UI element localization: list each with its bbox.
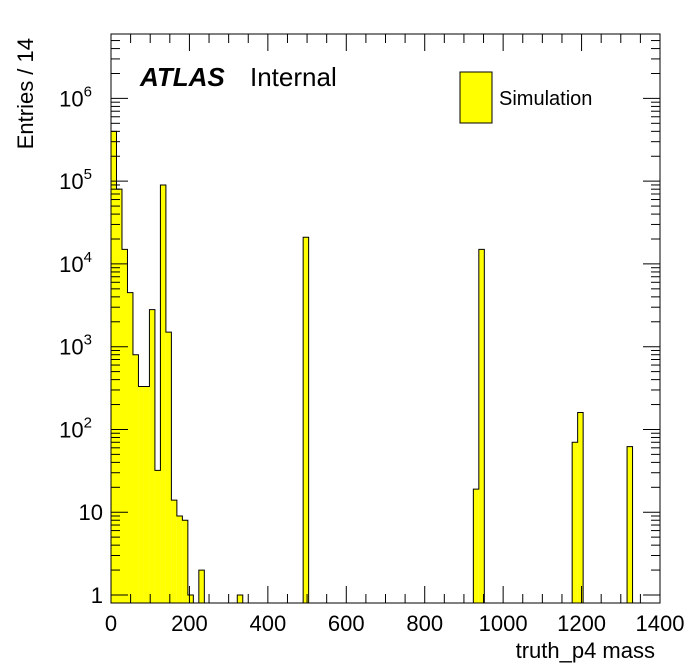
y-tick-labels: 1 10 102 103 104 105 106 (59, 83, 103, 608)
plot-frame (110, 33, 661, 604)
atlas-label: ATLAS (139, 62, 225, 92)
y-tick-label: 105 (59, 166, 92, 194)
histogram-bar (171, 500, 177, 603)
y-tick-label: 1 (91, 583, 103, 608)
y-tick-label: 10 (79, 500, 103, 525)
histogram-bar (577, 412, 584, 603)
histogram-bar (116, 189, 122, 604)
histogram-bar (111, 131, 117, 603)
histogram-bar (572, 442, 578, 603)
x-tick-label: 1400 (636, 611, 685, 636)
histogram-bar (478, 249, 485, 603)
x-tick-label: 800 (406, 611, 443, 636)
histogram-bar (165, 332, 172, 603)
histogram-bars (110, 130, 634, 604)
y-tick-label: 106 (59, 83, 92, 111)
histogram-bar (154, 470, 161, 603)
internal-label: Internal (250, 62, 337, 92)
y-axis-title: Entries / 14 (13, 38, 38, 149)
legend-label: Simulation (499, 88, 592, 110)
x-tick-label: 1200 (557, 611, 606, 636)
histogram-bar (132, 354, 139, 603)
x-tick-label: 600 (328, 611, 365, 636)
x-axis-title: truth_p4 mass (516, 638, 655, 663)
histogram-bar (176, 516, 183, 603)
histogram-bar (160, 184, 166, 604)
axis-ticks (110, 33, 661, 603)
x-tick-label: 200 (171, 611, 208, 636)
histogram-bar (127, 292, 133, 603)
y-tick-label: 103 (59, 332, 92, 360)
histogram-bar (627, 446, 633, 603)
histogram-bar (121, 249, 128, 603)
y-tick-label: 104 (59, 249, 92, 277)
histogram-bar (138, 386, 144, 603)
histogram-bar (143, 386, 150, 603)
x-tick-label: 1000 (479, 611, 528, 636)
histogram-bar (473, 489, 479, 603)
histogram-bar (149, 309, 155, 603)
x-tick-labels: 0 200 400 600 800 1000 1200 1400 (105, 611, 685, 636)
x-tick-label: 0 (105, 611, 117, 636)
histogram-bar (198, 570, 205, 603)
histogram-bar (303, 237, 309, 603)
histogram-bar (237, 594, 243, 603)
x-tick-label: 400 (249, 611, 286, 636)
histogram-bar (187, 594, 194, 603)
legend-swatch (459, 71, 493, 124)
y-tick-label: 102 (59, 414, 92, 442)
histogram-bar (182, 520, 188, 603)
histogram-outline (110, 130, 634, 603)
